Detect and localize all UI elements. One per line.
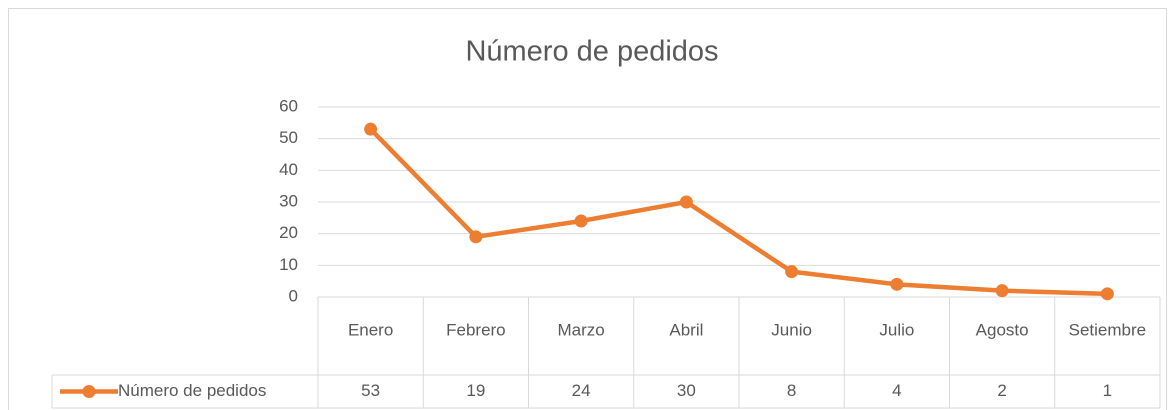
table-value: 24	[572, 381, 591, 400]
table-value: 53	[361, 381, 380, 400]
table-value: 2	[997, 381, 1006, 400]
x-tick-label: Julio	[879, 320, 914, 339]
legend-label: Número de pedidos	[118, 381, 266, 400]
y-tick-label: 20	[279, 223, 298, 242]
table-value: 4	[892, 381, 901, 400]
x-tick-label: Enero	[348, 320, 393, 339]
table-value: 8	[787, 381, 796, 400]
data-point	[785, 265, 799, 279]
x-tick-label: Abril	[669, 320, 703, 339]
data-point	[574, 214, 588, 228]
y-tick-label: 10	[279, 255, 298, 274]
data-point	[679, 195, 693, 209]
table-value: 19	[466, 381, 485, 400]
series-line	[369, 127, 1108, 297]
data-point	[364, 122, 378, 136]
legend-marker	[82, 385, 96, 398]
data-point	[1100, 287, 1114, 301]
y-tick-label: 0	[289, 286, 298, 305]
table-value: 1	[1103, 381, 1112, 400]
chart-title: Número de pedidos	[465, 36, 718, 68]
y-tick-label: 60	[279, 96, 298, 115]
table-value: 30	[677, 381, 696, 400]
y-tick-label: 40	[279, 160, 298, 179]
x-tick-label: Setiembre	[1069, 320, 1146, 339]
y-tick-label: 30	[279, 191, 298, 210]
x-tick-label: Junio	[771, 320, 812, 339]
chart-frame	[8, 8, 1167, 410]
data-point	[890, 277, 904, 291]
x-tick-label: Agosto	[976, 320, 1029, 339]
x-tick-label: Marzo	[558, 320, 605, 339]
y-tick-label: 50	[279, 128, 298, 147]
data-point	[995, 284, 1009, 298]
x-tick-label: Febrero	[446, 320, 506, 339]
data-point	[469, 230, 483, 244]
